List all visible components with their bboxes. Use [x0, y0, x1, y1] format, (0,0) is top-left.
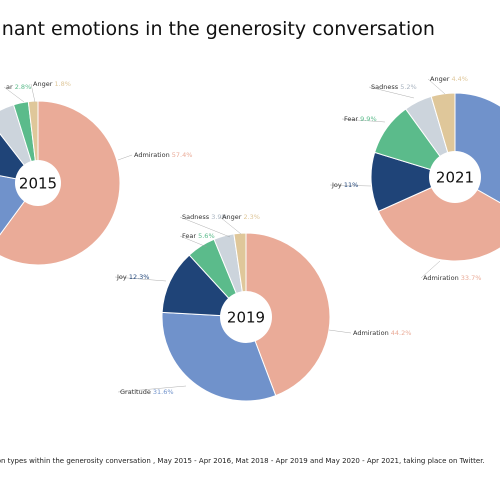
slice-label-fear: Fear 9.9% [344, 115, 377, 123]
donut-hole [429, 151, 481, 203]
leader-line [341, 118, 386, 123]
leader-line [219, 216, 242, 235]
leader-line [30, 83, 36, 103]
donut-chart-2015: 2015 Admiration 57.4% ar 2.8% Anger 1.8% [0, 80, 192, 266]
slice-label-anger: Anger 1.8% [33, 80, 71, 88]
leader-line [420, 260, 441, 279]
slice-label-admiration: Admiration 44.2% [353, 329, 411, 337]
slice-label-fear: ar 2.8% [6, 83, 31, 91]
leader-line [3, 86, 25, 103]
slice-label-gratitude: Gratitude 31.6% [120, 388, 174, 396]
slice-label-anger: Anger 2.3% [222, 213, 260, 221]
footnote: tion types within the generosity convers… [0, 457, 485, 465]
leader-line [114, 276, 167, 282]
chart-year-label: 2019 [227, 309, 265, 327]
leader-line [179, 235, 208, 248]
leader-line [117, 154, 133, 161]
slice-label-anger: Anger 4.4% [430, 75, 468, 83]
leader-line [117, 385, 187, 393]
slice-label-admiration: Admiration 33.7% [423, 274, 481, 282]
chart-year-label: 2015 [19, 175, 57, 193]
leader-line [368, 86, 415, 99]
slice-label-admiration: Admiration 57.4% [134, 151, 192, 159]
donut-chart-2019: 2019 Admiration 44.2% Gratitude 31.6% Joy 1… [114, 213, 411, 402]
leader-line [427, 78, 446, 95]
leader-line [329, 184, 372, 187]
slice-label-joy: Joy 12.3% [116, 273, 149, 281]
slice-label-sadness: Sadness 3.9% [182, 213, 228, 221]
leader-line [328, 329, 352, 334]
slice-label-fear: Fear 5.6% [182, 232, 215, 240]
leader-line [179, 216, 231, 238]
slice-joy [0, 133, 40, 184]
donut-hole [15, 160, 61, 206]
donut-chart-2021: 2021 Admiration 33.7% Joy 11% Fear 9.9% Sadn… [329, 75, 500, 282]
slice-joy [161, 254, 248, 318]
slice-label-sadness: Sadness 5.2% [371, 83, 417, 91]
chart-title: minant emotions in the generosity conver… [0, 18, 435, 40]
chart-year-label: 2021 [436, 169, 474, 187]
slice-admiration [245, 232, 331, 397]
donut-hole [220, 291, 272, 343]
slice-label-joy: Joy 11% [331, 181, 358, 189]
